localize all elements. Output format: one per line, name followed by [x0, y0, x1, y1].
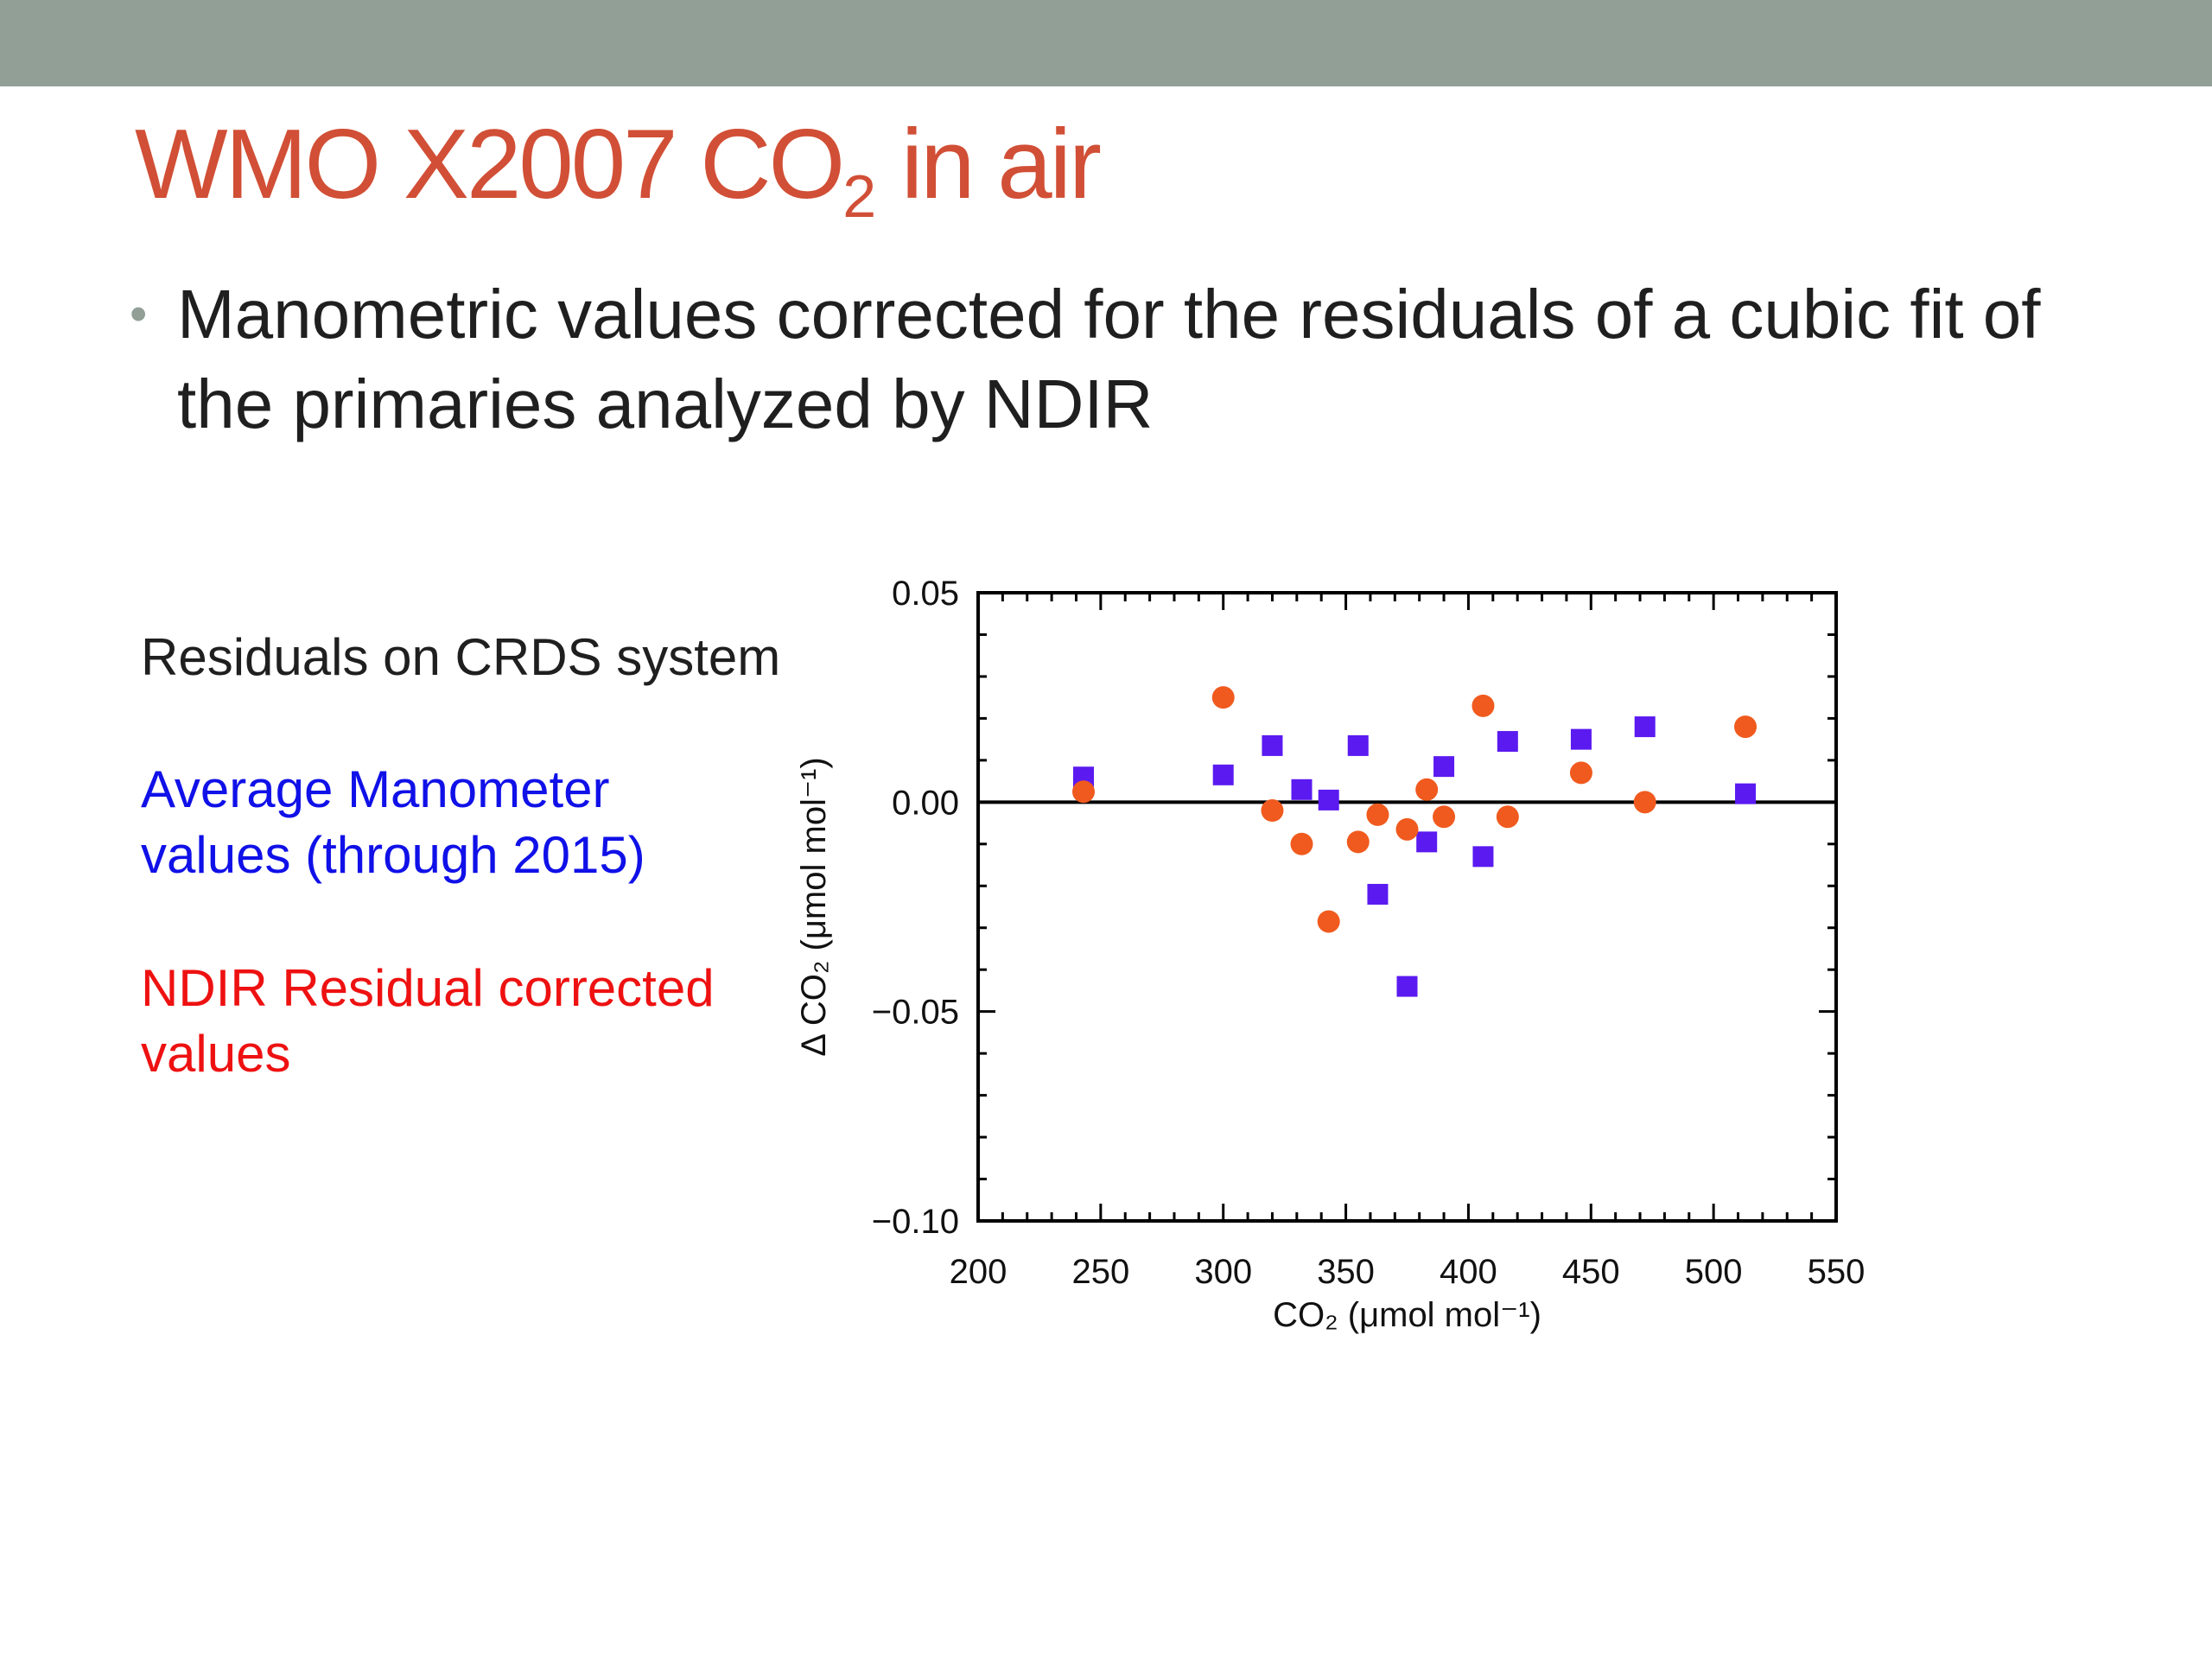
bullet-text: Manometric values corrected for the resi…: [177, 276, 2041, 442]
manometer-point: [1634, 716, 1656, 738]
manometer-point: [1472, 846, 1494, 868]
ndir-point: [1471, 694, 1495, 717]
ndir-point: [1633, 791, 1656, 814]
manometer-point: [1433, 756, 1455, 778]
bullet-item: • Manometric values corrected for the re…: [130, 270, 2117, 449]
x-tick-label: 350: [1317, 1253, 1375, 1291]
x-tick-label: 300: [1194, 1253, 1252, 1291]
y-tick-label: 0.05: [892, 575, 959, 613]
top-bar: [0, 0, 2212, 86]
manometer-point: [1416, 831, 1438, 853]
ndir-point: [1734, 715, 1758, 739]
manometer-point: [1367, 883, 1389, 905]
manometer-point: [1291, 779, 1313, 800]
x-tick-label: 450: [1562, 1253, 1620, 1291]
x-axis-label: CO₂ (μmol mol⁻¹): [1273, 1296, 1541, 1334]
x-tick-label: 500: [1685, 1253, 1743, 1291]
ndir-point: [1261, 799, 1284, 823]
manometer-point: [1570, 728, 1592, 750]
manometer-point: [1396, 976, 1418, 997]
y-tick-label: −0.10: [872, 1203, 959, 1241]
ndir-legend-label: NDIR Residual corrected values: [141, 959, 715, 1083]
ndir-point: [1290, 832, 1313, 855]
y-axis-label: Δ CO₂ (μmol mol⁻¹): [795, 757, 833, 1056]
x-tick-label: 550: [1808, 1253, 1866, 1291]
ndir-point: [1415, 778, 1439, 801]
ndir-point: [1496, 805, 1519, 829]
title-subscript: 2: [842, 162, 877, 230]
ndir-point: [1569, 761, 1592, 785]
manometer-point: [1212, 764, 1234, 785]
manometer-point: [1318, 789, 1339, 810]
ndir-point: [1366, 803, 1389, 826]
slide-title: WMO X2007 CO2 in air: [135, 110, 1102, 230]
manometer-legend-label: Average Manometer values (through 2015): [141, 760, 645, 884]
x-tick-label: 400: [1440, 1253, 1497, 1291]
x-tick-label: 200: [950, 1253, 1007, 1291]
ndir-point: [1211, 686, 1235, 709]
ndir-point: [1071, 780, 1095, 804]
y-tick-label: 0.00: [892, 784, 959, 822]
manometer-point: [1497, 731, 1518, 753]
manometer-point: [1347, 734, 1369, 756]
ndir-point: [1317, 910, 1340, 933]
bullet-dot-icon: •: [130, 286, 148, 342]
residuals-label: Residuals on CRDS system: [141, 628, 781, 686]
x-tick-label: 250: [1071, 1253, 1129, 1291]
manometer-point: [1735, 783, 1757, 804]
ndir-point: [1346, 830, 1370, 854]
plot-frame: [976, 591, 1838, 1223]
y-tick-label: −0.05: [872, 994, 959, 1032]
title-main: WMO X2007 CO: [135, 110, 845, 219]
ndir-point: [1433, 805, 1456, 829]
manometer-point: [1262, 734, 1283, 756]
title-suffix: in air: [876, 110, 1102, 219]
ndir-point: [1395, 817, 1419, 841]
